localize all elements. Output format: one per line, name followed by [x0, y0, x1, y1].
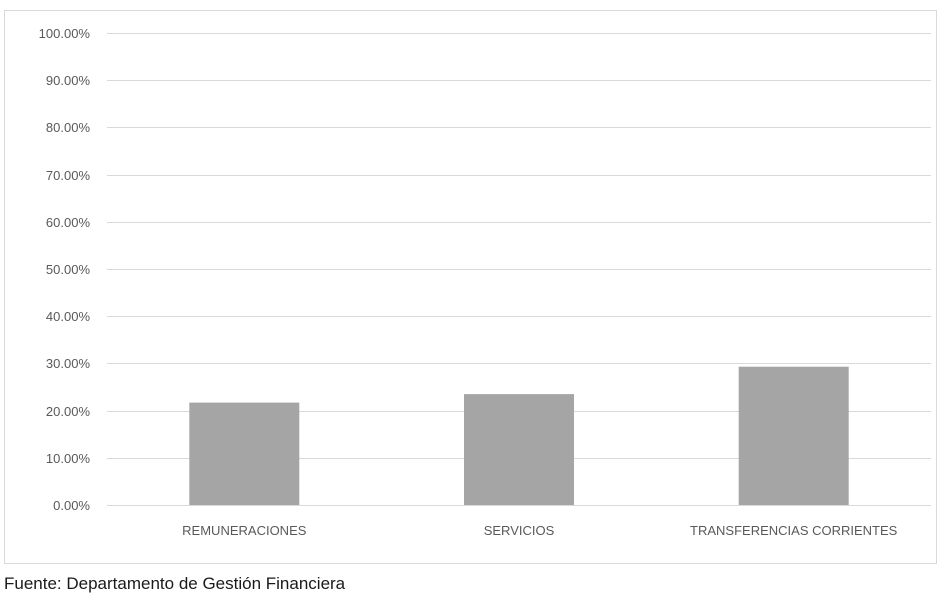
y-tick-label: 100.00%: [39, 26, 91, 41]
y-tick-label: 50.00%: [46, 262, 91, 277]
bar-transferencias-corrientes: [738, 366, 849, 505]
bar-remuneraciones: [189, 402, 300, 505]
y-tick-label: 20.00%: [46, 404, 91, 419]
y-axis-tick-labels: 0.00% 10.00% 20.00% 30.00% 40.00% 50.00% 60.00…: [39, 26, 91, 513]
y-tick-label: 60.00%: [46, 215, 91, 230]
x-category-label: REMUNERACIONES: [182, 523, 307, 538]
y-tick-label: 10.00%: [46, 451, 91, 466]
y-tick-label: 90.00%: [46, 73, 91, 88]
source-note: Fuente: Departamento de Gestión Financie…: [4, 574, 346, 593]
y-tick-label: 30.00%: [46, 356, 91, 371]
y-tick-label: 80.00%: [46, 120, 91, 135]
x-category-label: SERVICIOS: [484, 523, 555, 538]
bars: [107, 366, 931, 506]
x-axis-category-labels: REMUNERACIONES SERVICIOS TRANSFERENCIAS CO…: [182, 523, 897, 538]
bar-servicios: [464, 394, 574, 505]
y-tick-label: 40.00%: [46, 309, 91, 324]
y-tick-label: 70.00%: [46, 168, 91, 183]
x-category-label: TRANSFERENCIAS CORRIENTES: [690, 523, 898, 538]
y-tick-label: 0.00%: [53, 498, 90, 513]
